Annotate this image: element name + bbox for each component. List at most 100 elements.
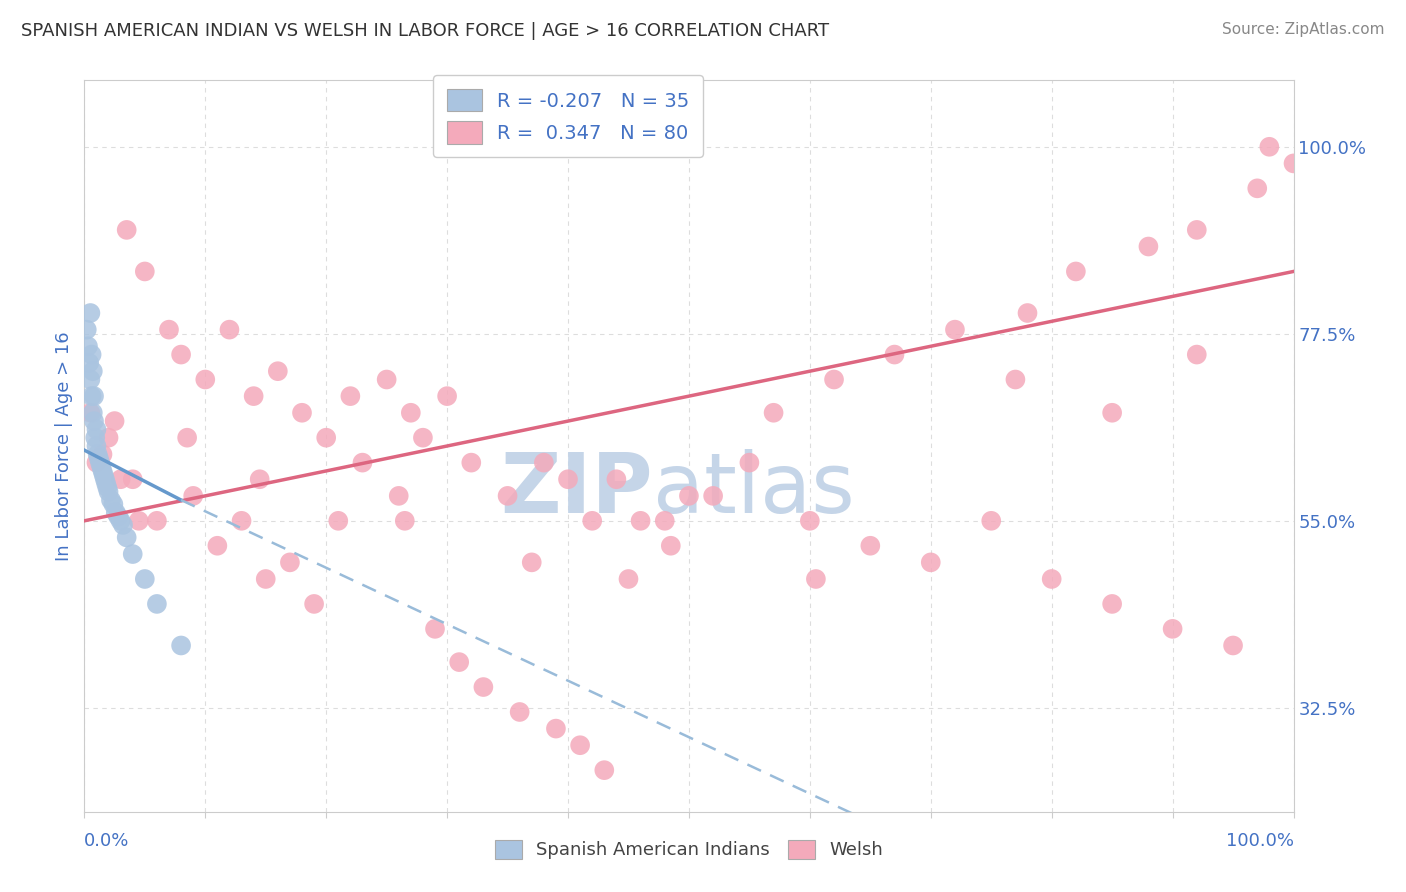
Point <box>86 439 108 453</box>
Point <box>115 223 138 237</box>
Point <box>630 514 652 528</box>
Point <box>77 356 100 370</box>
Point <box>1282 156 1305 170</box>
Point <box>104 414 127 428</box>
Point <box>170 639 193 653</box>
Point <box>194 372 217 386</box>
Legend: Spanish American Indians, Welsh: Spanish American Indians, Welsh <box>485 831 893 869</box>
Point <box>291 406 314 420</box>
Point <box>107 509 129 524</box>
Point <box>762 406 785 420</box>
Point <box>1185 347 1208 362</box>
Point <box>112 518 135 533</box>
Point <box>315 431 337 445</box>
Point <box>339 389 361 403</box>
Point <box>412 431 434 445</box>
Point <box>110 514 132 528</box>
Point <box>1137 239 1160 253</box>
Point <box>91 464 114 478</box>
Point <box>1161 622 1184 636</box>
Point <box>1101 597 1123 611</box>
Point <box>86 456 108 470</box>
Point <box>86 422 108 436</box>
Point <box>83 414 105 428</box>
Point <box>94 476 117 491</box>
Point <box>80 347 103 362</box>
Point <box>375 372 398 386</box>
Point <box>1017 306 1039 320</box>
Text: SPANISH AMERICAN INDIAN VS WELSH IN LABOR FORCE | AGE > 16 CORRELATION CHART: SPANISH AMERICAN INDIAN VS WELSH IN LABO… <box>21 22 830 40</box>
Point <box>605 472 627 486</box>
Point <box>170 347 193 362</box>
Y-axis label: In Labor Force | Age > 16: In Labor Force | Age > 16 <box>55 331 73 561</box>
Point <box>89 456 111 470</box>
Point <box>593 763 616 777</box>
Point <box>388 489 411 503</box>
Point <box>254 572 277 586</box>
Point <box>91 447 114 461</box>
Point <box>231 514 253 528</box>
Text: 0.0%: 0.0% <box>84 832 129 850</box>
Point <box>302 597 325 611</box>
Point <box>883 347 905 362</box>
Point <box>449 655 471 669</box>
Point <box>77 339 100 353</box>
Text: atlas: atlas <box>652 450 855 531</box>
Point <box>1101 406 1123 420</box>
Point <box>93 468 115 483</box>
Point <box>1064 264 1087 278</box>
Point <box>472 680 495 694</box>
Text: Source: ZipAtlas.com: Source: ZipAtlas.com <box>1222 22 1385 37</box>
Point <box>520 555 543 569</box>
Point <box>128 514 150 528</box>
Point <box>1222 639 1244 653</box>
Point <box>115 530 138 544</box>
Point <box>218 323 240 337</box>
Point <box>82 406 104 420</box>
Point <box>804 572 827 586</box>
Point <box>121 547 143 561</box>
Point <box>920 555 942 569</box>
Point <box>1185 223 1208 237</box>
Point <box>436 389 458 403</box>
Point <box>90 459 112 474</box>
Point <box>207 539 229 553</box>
Point <box>110 472 132 486</box>
Point <box>1004 372 1026 386</box>
Point <box>544 722 567 736</box>
Point <box>328 514 350 528</box>
Point <box>557 472 579 486</box>
Point <box>181 489 204 503</box>
Point <box>80 389 103 403</box>
Point <box>1040 572 1063 586</box>
Point <box>654 514 676 528</box>
Point <box>702 489 724 503</box>
Point <box>399 406 422 420</box>
Point <box>97 484 120 499</box>
Point <box>533 456 555 470</box>
Point <box>352 456 374 470</box>
Point <box>943 323 966 337</box>
Point <box>87 451 110 466</box>
Point <box>79 306 101 320</box>
Point <box>496 489 519 503</box>
Point <box>242 389 264 403</box>
Point <box>84 431 107 445</box>
Text: ZIP: ZIP <box>501 450 652 531</box>
Point <box>146 597 169 611</box>
Point <box>617 572 640 586</box>
Point <box>86 447 108 461</box>
Point <box>134 572 156 586</box>
Point <box>278 555 301 569</box>
Point <box>94 472 117 486</box>
Point <box>980 514 1002 528</box>
Point <box>799 514 821 528</box>
Point <box>157 323 180 337</box>
Point <box>121 472 143 486</box>
Point <box>423 622 446 636</box>
Point <box>267 364 290 378</box>
Point <box>249 472 271 486</box>
Point <box>79 372 101 386</box>
Point <box>97 431 120 445</box>
Point <box>823 372 845 386</box>
